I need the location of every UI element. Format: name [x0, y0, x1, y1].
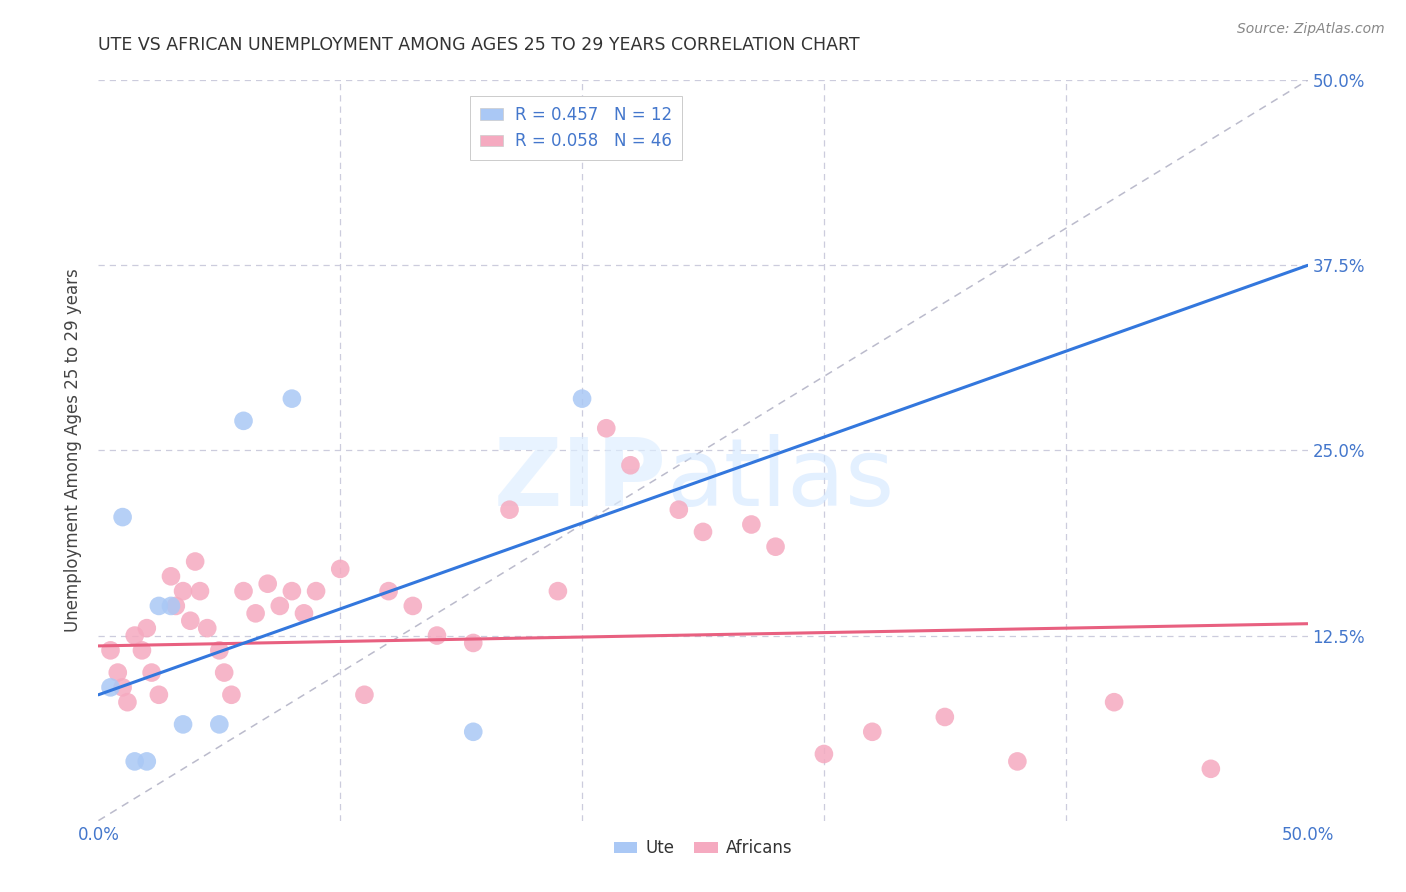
Point — [148, 688, 170, 702]
Point — [135, 755, 157, 769]
Point — [221, 688, 243, 702]
Point — [111, 510, 134, 524]
Point — [208, 717, 231, 731]
Point — [232, 414, 254, 428]
Point — [148, 599, 170, 613]
Point — [208, 643, 231, 657]
Point — [245, 607, 267, 621]
Point — [402, 599, 425, 613]
Point — [813, 747, 835, 761]
Point — [740, 517, 762, 532]
Point — [184, 555, 207, 569]
Point — [692, 524, 714, 539]
Point — [160, 599, 183, 613]
Point — [135, 621, 157, 635]
Point — [1102, 695, 1125, 709]
Y-axis label: Unemployment Among Ages 25 to 29 years: Unemployment Among Ages 25 to 29 years — [65, 268, 83, 632]
Point — [124, 628, 146, 642]
Point — [172, 584, 194, 599]
Point — [305, 584, 328, 599]
Point — [165, 599, 187, 613]
Point — [353, 688, 375, 702]
Text: Source: ZipAtlas.com: Source: ZipAtlas.com — [1237, 22, 1385, 37]
Point — [329, 562, 352, 576]
Point — [860, 724, 883, 739]
Point — [463, 636, 485, 650]
Point — [619, 458, 641, 473]
Point — [1007, 755, 1029, 769]
Point — [212, 665, 235, 680]
Point — [107, 665, 129, 680]
Point — [292, 607, 315, 621]
Text: UTE VS AFRICAN UNEMPLOYMENT AMONG AGES 25 TO 29 YEARS CORRELATION CHART: UTE VS AFRICAN UNEMPLOYMENT AMONG AGES 2… — [98, 36, 860, 54]
Point — [426, 628, 449, 642]
Point — [195, 621, 218, 635]
Point — [100, 643, 122, 657]
Point — [160, 569, 183, 583]
Point — [179, 614, 201, 628]
Point — [595, 421, 617, 435]
Point — [498, 502, 520, 516]
Point — [172, 717, 194, 731]
Point — [100, 681, 122, 695]
Point — [256, 576, 278, 591]
Text: atlas: atlas — [666, 434, 896, 526]
Legend: Ute, Africans: Ute, Africans — [607, 833, 799, 864]
Point — [131, 643, 153, 657]
Point — [269, 599, 291, 613]
Point — [117, 695, 139, 709]
Text: ZIP: ZIP — [494, 434, 666, 526]
Point — [281, 392, 304, 406]
Point — [765, 540, 787, 554]
Point — [111, 681, 134, 695]
Point — [124, 755, 146, 769]
Point — [141, 665, 163, 680]
Point — [571, 392, 593, 406]
Point — [188, 584, 211, 599]
Point — [668, 502, 690, 516]
Point — [1199, 762, 1222, 776]
Point — [281, 584, 304, 599]
Point — [934, 710, 956, 724]
Point — [547, 584, 569, 599]
Point — [377, 584, 399, 599]
Point — [463, 724, 485, 739]
Point — [232, 584, 254, 599]
